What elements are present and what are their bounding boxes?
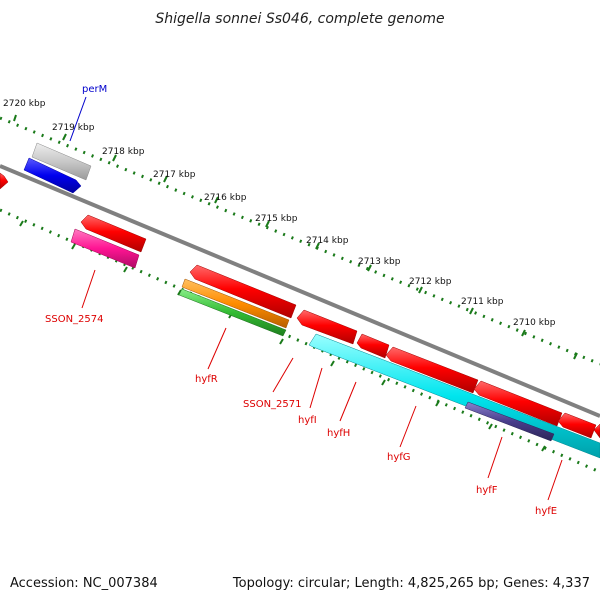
- inner-tick: [279, 338, 284, 345]
- kbp-tick-2717: [163, 175, 168, 183]
- label-leaders: [69, 96, 563, 501]
- kbp-label: 2711 kbp: [461, 297, 504, 307]
- inner-tick: [123, 266, 128, 273]
- gene-label-sson-2574[interactable]: SSON_2574: [45, 314, 104, 325]
- gene-label-perm[interactable]: perM: [82, 84, 107, 95]
- inner-tick: [488, 423, 493, 430]
- accession-label: Accession: NC_007384: [10, 576, 158, 591]
- kbp-label: 2714 kbp: [306, 236, 349, 246]
- gene-perm[interactable]: [23, 157, 82, 194]
- outer-tick-track: [0, 114, 600, 366]
- kbp-tick-2709: [573, 352, 578, 360]
- gene-hyfr[interactable]: [178, 288, 287, 337]
- inner-tick: [541, 445, 546, 452]
- leader-hyfe: [547, 459, 563, 501]
- kbp-tick-2716: [214, 196, 219, 204]
- outer-tick-dots: [0, 116, 600, 366]
- leader-sson-2574: [81, 269, 96, 309]
- leader-hyfh: [339, 381, 357, 422]
- kbp-tick-2712: [418, 286, 423, 294]
- leader-sson-2571: [272, 357, 294, 393]
- kbp-label: 2715 kbp: [255, 214, 298, 224]
- inner-tick: [177, 289, 182, 296]
- genome-backbone: [0, 164, 600, 418]
- gene-label-hyfh[interactable]: hyfH: [327, 428, 350, 439]
- kbp-tick-2714: [315, 242, 320, 250]
- kbp-label: 2713 kbp: [358, 257, 401, 267]
- kbp-tick-2710: [521, 329, 526, 337]
- gene-left-edge-red[interactable]: [0, 172, 9, 190]
- inner-tick: [381, 379, 386, 386]
- kbp-label: 2710 kbp: [513, 318, 556, 328]
- leader-hyfg: [399, 405, 417, 448]
- inner-tick: [330, 360, 335, 367]
- leader-hyfr: [207, 327, 227, 370]
- gene-red-right-1[interactable]: [557, 412, 597, 439]
- gene-hyfr-red[interactable]: [189, 264, 297, 319]
- kbp-label: 2712 kbp: [409, 277, 452, 287]
- gene-red-right-edge[interactable]: [593, 423, 600, 439]
- kbp-tick-2715: [265, 220, 270, 228]
- gene-sson-2574[interactable]: [70, 228, 140, 269]
- forward-genes: [0, 142, 92, 194]
- gene-label-hyfe[interactable]: hyfE: [535, 506, 557, 517]
- kbp-tick-2719: [62, 133, 67, 141]
- gene-red-mid-1[interactable]: [296, 309, 358, 345]
- leader-hyff: [487, 436, 503, 479]
- gene-label-hyff[interactable]: hyfF: [476, 485, 498, 496]
- gene-label-hyfr[interactable]: hyfR: [195, 374, 218, 385]
- inner-tick: [71, 243, 76, 250]
- gene-label-sson-2571[interactable]: SSON_2571: [243, 399, 302, 410]
- kbp-tick-2720: [13, 114, 17, 122]
- gene-red-upper-1[interactable]: [80, 214, 147, 253]
- leader-perm: [69, 96, 87, 142]
- kbp-labels: 2720 kbp 2719 kbp 2718 kbp 2717 kbp 2716…: [3, 99, 556, 328]
- kbp-tick-2711: [469, 307, 474, 315]
- kbp-label: 2719 kbp: [52, 123, 95, 133]
- reverse-genes: [70, 214, 600, 459]
- topology-label: Topology: circular; Length: 4,825,265 bp…: [232, 576, 590, 591]
- gene-labels: perM SSON_2574 hyfR SSON_2571 hyfI hyfH …: [45, 84, 557, 517]
- gene-red-mid-2[interactable]: [356, 333, 390, 359]
- inner-tick: [435, 400, 440, 407]
- leader-hyfi: [309, 367, 323, 409]
- kbp-tick-2718: [112, 154, 117, 162]
- gene-label-hyfg[interactable]: hyfG: [387, 452, 411, 463]
- gene-hyff-navy[interactable]: [464, 401, 555, 442]
- kbp-tick-2713: [367, 264, 372, 272]
- gene-perm-grey[interactable]: [31, 142, 92, 181]
- gene-label-hyfi[interactable]: hyfI: [298, 415, 317, 426]
- kbp-label: 2720 kbp: [3, 99, 46, 109]
- map-title: Shigella sonnei Ss046, complete genome: [155, 11, 444, 27]
- gene-red-mid-3[interactable]: [385, 346, 479, 394]
- inner-tick: [19, 220, 24, 227]
- gene-sson-2571[interactable]: [181, 278, 290, 329]
- kbp-label: 2717 kbp: [153, 170, 196, 180]
- kbp-label: 2716 kbp: [204, 193, 247, 203]
- kbp-label: 2718 kbp: [102, 147, 145, 157]
